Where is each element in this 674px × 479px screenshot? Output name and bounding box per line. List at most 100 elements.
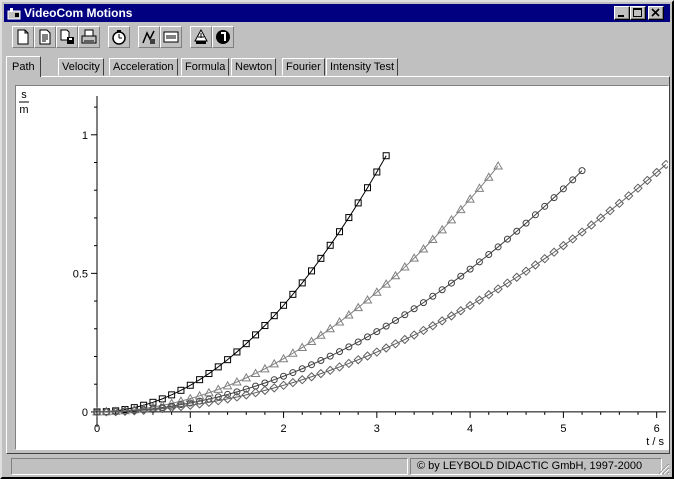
open-file-button[interactable] [34,26,56,48]
square-marker [186,381,194,389]
circle-marker [457,272,465,280]
close-button[interactable] [648,6,664,20]
maximize-button[interactable] [630,6,646,20]
triangle-marker [325,323,336,333]
diamond-marker [138,405,149,415]
y-tick-label: 1 [82,130,88,142]
tab-formula[interactable]: Formula [181,58,230,76]
plot-area[interactable]: s m t / s 0 1 2 3 4 5 6 0 0.5 1 [15,85,669,450]
diamond-marker [316,368,326,379]
triangle-marker [362,295,373,304]
circle-marker [494,243,502,251]
diamond-marker [437,316,447,326]
tab-path[interactable]: Path [6,56,41,77]
title-bar[interactable]: VideoCom Motions [4,4,670,22]
maximize-icon [633,8,642,17]
diamond-marker [176,401,186,412]
circle-marker [382,322,390,330]
triangle-marker [409,253,420,262]
square-marker [205,370,213,378]
new-file-button[interactable] [12,26,34,48]
circle-marker [214,393,222,401]
circle-marker [186,399,194,407]
diamond-marker [297,375,307,385]
help-button[interactable] [212,26,234,48]
stopwatch-button[interactable] [108,26,130,48]
triangle-marker [260,363,270,373]
series-group [92,152,668,417]
diamond-marker [166,402,177,413]
diamond-marker [577,227,587,237]
x-tick-label: 4 [467,423,473,435]
triangle-marker [399,262,410,271]
triangle-marker [222,380,233,390]
diamond-marker [418,325,429,336]
new-file-icon [17,29,29,45]
diamond-marker [465,300,475,311]
diamond-marker [260,385,270,396]
stopwatch-icon [112,30,126,45]
diamond-marker [120,406,130,417]
diamond-marker [241,390,251,400]
circle-marker [401,311,409,319]
diamond-marker [344,358,354,369]
square-marker [373,168,381,176]
diamond-marker [651,167,662,178]
tab-newton[interactable]: Newton [231,58,277,76]
print-button[interactable] [78,26,100,48]
save-file-button[interactable] [56,26,78,48]
diamond-marker [586,220,597,230]
circle-marker [336,348,344,356]
square-marker [233,348,241,356]
diamond-marker [362,351,373,361]
diamond-marker [110,406,121,417]
circle-marker [308,361,316,369]
tab-velocity[interactable]: Velocity [58,58,104,76]
y-unit-bottom: m [19,104,28,116]
measurement-settings-button[interactable] [138,26,160,48]
circle-marker [485,251,493,259]
diamond-marker [428,321,438,331]
display-settings-icon [163,31,179,43]
diamond-marker [222,394,233,404]
minimize-button[interactable] [614,6,630,20]
sign-button[interactable] [190,26,212,48]
path-chart[interactable]: s m t / s 0 1 2 3 4 5 6 0 0.5 1 [16,86,668,449]
display-settings-button[interactable] [160,26,182,48]
y-unit-top: s [21,89,27,101]
diamond-marker [642,175,653,186]
circle-marker [475,258,483,266]
diamond-marker [549,247,559,257]
resize-grip-icon[interactable] [656,461,670,475]
diamond-marker [605,206,615,216]
diamond-marker [185,400,195,410]
open-file-icon [39,29,51,45]
measurement-settings-icon [142,30,155,44]
triangle-marker [288,348,298,357]
tab-acceleration[interactable]: Acceleration [109,58,178,76]
diamond-marker [148,404,158,415]
triangle-marker [381,279,392,288]
square-marker [270,312,278,320]
circle-marker [317,357,325,365]
circle-marker [513,227,521,235]
circle-marker [364,333,372,341]
series-line [96,164,667,413]
tab-intensity-test[interactable]: Intensity Test [326,58,398,76]
tab-fourier[interactable]: Fourier [282,58,325,76]
circle-marker [531,211,539,219]
circle-marker [522,219,530,227]
square-marker [289,290,297,298]
axes: 0 1 2 3 4 5 6 0 0.5 1 [73,96,666,435]
circle-marker [559,185,567,193]
square-marker [336,228,344,236]
diamond-marker [288,377,298,388]
triangle-marker [371,287,382,296]
diamond-marker [521,266,531,276]
circle-marker [326,352,334,360]
circle-marker [345,343,353,351]
diamond-marker [493,284,503,294]
diamond-marker [409,330,419,340]
series-diamond [92,159,668,417]
series-line [96,170,583,413]
